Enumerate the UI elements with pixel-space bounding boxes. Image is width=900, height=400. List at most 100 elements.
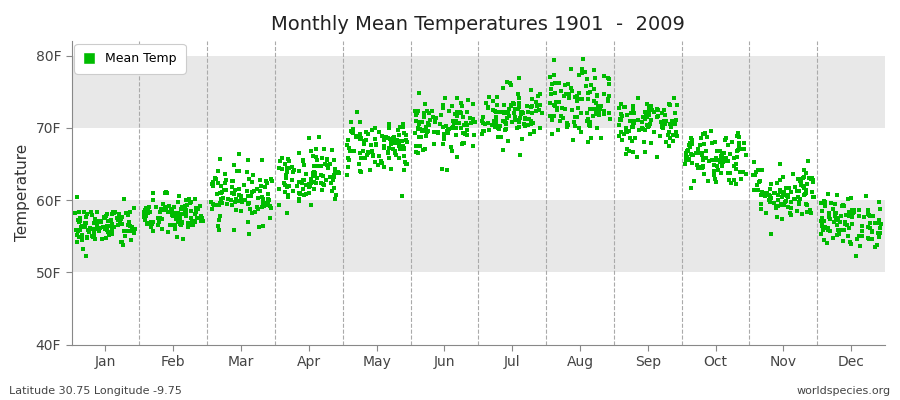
- Point: [679, 154, 693, 160]
- Point: [445, 147, 459, 154]
- Point: [435, 166, 449, 172]
- Point: [796, 192, 811, 198]
- Point: [590, 106, 604, 113]
- Point: [315, 187, 329, 194]
- Point: [780, 192, 795, 198]
- Point: [763, 199, 778, 205]
- Point: [508, 116, 522, 122]
- Point: [511, 91, 526, 98]
- Point: [104, 227, 119, 233]
- Point: [475, 118, 490, 124]
- Point: [390, 136, 404, 143]
- Point: [295, 177, 310, 183]
- Point: [846, 210, 860, 216]
- Point: [861, 234, 876, 241]
- Point: [689, 150, 704, 156]
- Point: [150, 222, 165, 228]
- Point: [88, 216, 103, 222]
- Point: [143, 208, 157, 215]
- Point: [194, 213, 208, 219]
- Point: [167, 204, 182, 210]
- Point: [126, 226, 140, 233]
- Point: [139, 213, 153, 219]
- Point: [614, 110, 628, 117]
- Point: [728, 166, 742, 172]
- Point: [451, 119, 465, 126]
- Point: [549, 98, 563, 105]
- Point: [230, 198, 245, 204]
- Point: [626, 106, 640, 112]
- Point: [310, 175, 324, 182]
- Point: [179, 197, 194, 203]
- Point: [328, 167, 343, 174]
- Point: [369, 141, 383, 148]
- Point: [141, 221, 156, 228]
- Point: [419, 128, 434, 135]
- Point: [618, 104, 633, 110]
- Point: [644, 140, 658, 146]
- Point: [241, 157, 256, 163]
- Point: [691, 146, 706, 152]
- Point: [146, 218, 160, 225]
- Point: [482, 126, 496, 133]
- Point: [846, 209, 860, 216]
- Point: [579, 83, 593, 90]
- Point: [695, 151, 709, 158]
- Point: [79, 220, 94, 226]
- Point: [574, 66, 589, 72]
- Point: [865, 229, 879, 236]
- Point: [832, 227, 846, 233]
- Point: [546, 72, 561, 78]
- Point: [116, 242, 130, 248]
- Point: [773, 187, 788, 193]
- Point: [112, 222, 126, 228]
- Point: [580, 110, 594, 116]
- Point: [353, 150, 367, 157]
- Point: [614, 100, 628, 107]
- Point: [392, 139, 406, 146]
- Point: [154, 206, 168, 212]
- Point: [550, 107, 564, 113]
- Point: [244, 210, 258, 216]
- Point: [308, 173, 322, 179]
- Point: [717, 137, 732, 144]
- Point: [575, 96, 590, 102]
- Point: [544, 86, 558, 92]
- Point: [211, 223, 225, 230]
- Point: [830, 222, 844, 228]
- Point: [859, 193, 873, 199]
- Point: [409, 110, 423, 116]
- Point: [488, 124, 502, 130]
- Point: [332, 170, 347, 176]
- Point: [290, 183, 304, 189]
- Point: [421, 110, 436, 117]
- Point: [225, 202, 239, 208]
- Point: [619, 150, 634, 157]
- Point: [156, 216, 170, 223]
- Point: [571, 114, 585, 120]
- Point: [730, 154, 744, 160]
- Point: [255, 204, 269, 210]
- Point: [278, 182, 293, 188]
- Point: [734, 146, 749, 152]
- Point: [500, 114, 514, 121]
- Point: [307, 186, 321, 192]
- Point: [138, 206, 152, 213]
- Point: [178, 213, 193, 219]
- Point: [446, 118, 461, 124]
- Point: [499, 120, 513, 127]
- Point: [795, 210, 809, 217]
- Point: [115, 221, 130, 228]
- Point: [754, 201, 769, 207]
- Point: [653, 132, 668, 139]
- Point: [278, 161, 293, 167]
- Point: [635, 125, 650, 131]
- Point: [832, 231, 846, 237]
- Point: [680, 148, 695, 155]
- Point: [397, 146, 411, 152]
- Point: [519, 102, 534, 109]
- Point: [165, 207, 179, 214]
- Point: [114, 216, 129, 222]
- Point: [102, 232, 116, 238]
- Point: [663, 135, 678, 141]
